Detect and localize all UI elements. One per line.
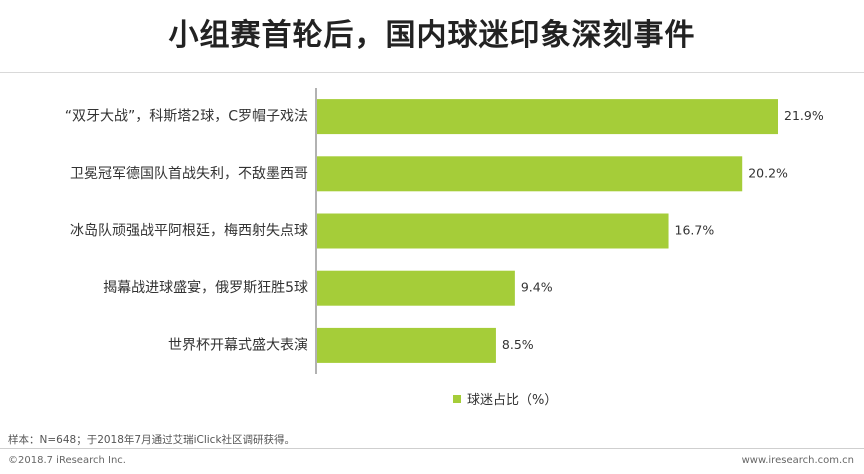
legend-swatch <box>453 394 461 403</box>
bar <box>317 213 669 249</box>
value-label: 16.7% <box>675 223 715 238</box>
legend-label: 球迷占比（%） <box>467 393 558 408</box>
bar <box>317 99 778 135</box>
page-title: 小组赛首轮后，国内球迷印象深刻事件 <box>168 18 696 53</box>
copyright-text: ©2018.7 iResearch Inc. <box>8 455 126 466</box>
category-label: “双牙大战”，科斯塔2球，C罗帽子戏法 <box>65 109 308 125</box>
value-label: 9.4% <box>521 280 553 295</box>
category-label: 冰岛队顽强战平阿根廷，梅西射失点球 <box>70 223 308 239</box>
bar <box>317 270 515 306</box>
value-label: 8.5% <box>502 337 534 352</box>
bar <box>317 156 743 192</box>
value-label: 21.9% <box>784 108 824 123</box>
value-label: 20.2% <box>748 165 788 180</box>
footer-divider <box>0 448 864 449</box>
category-label: 揭幕战进球盛宴，俄罗斯狂胜5球 <box>103 279 308 296</box>
website-text: www.iresearch.com.cn <box>741 455 854 466</box>
sample-note: 样本：N=648；于2018年7月通过艾瑞iClick社区调研获得。 <box>8 434 296 446</box>
category-label: 卫冕冠军德国队首战失利，不敌墨西哥 <box>70 166 308 182</box>
title-divider <box>0 72 864 73</box>
category-label: 世界杯开幕式盛大表演 <box>168 337 308 353</box>
chart-legend: 球迷占比（%） <box>453 389 557 408</box>
bar <box>317 327 496 363</box>
